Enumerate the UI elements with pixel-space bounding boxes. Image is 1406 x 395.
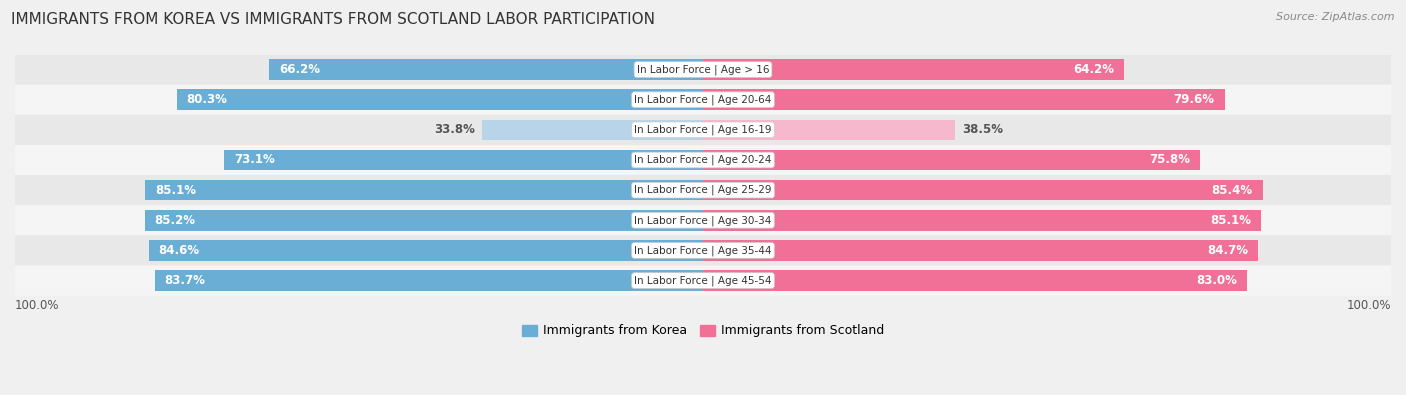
Text: 64.2%: 64.2% <box>1073 63 1114 76</box>
Bar <box>224 150 703 170</box>
Bar <box>155 270 703 291</box>
Text: In Labor Force | Age > 16: In Labor Force | Age > 16 <box>637 64 769 75</box>
Text: 33.8%: 33.8% <box>434 123 475 136</box>
Legend: Immigrants from Korea, Immigrants from Scotland: Immigrants from Korea, Immigrants from S… <box>517 320 889 342</box>
Bar <box>703 89 1225 110</box>
Text: 66.2%: 66.2% <box>278 63 321 76</box>
Text: IMMIGRANTS FROM KOREA VS IMMIGRANTS FROM SCOTLAND LABOR PARTICIPATION: IMMIGRANTS FROM KOREA VS IMMIGRANTS FROM… <box>11 12 655 27</box>
Text: 83.0%: 83.0% <box>1197 274 1237 287</box>
Bar <box>145 210 703 231</box>
Text: In Labor Force | Age 25-29: In Labor Force | Age 25-29 <box>634 185 772 196</box>
Text: 100.0%: 100.0% <box>1347 299 1391 312</box>
Bar <box>703 59 1123 80</box>
Text: 100.0%: 100.0% <box>15 299 59 312</box>
Bar <box>269 59 703 80</box>
Bar <box>703 150 1199 170</box>
Text: In Labor Force | Age 45-54: In Labor Force | Age 45-54 <box>634 275 772 286</box>
Text: In Labor Force | Age 35-44: In Labor Force | Age 35-44 <box>634 245 772 256</box>
Text: 75.8%: 75.8% <box>1149 154 1189 167</box>
Text: 85.4%: 85.4% <box>1212 184 1253 197</box>
Bar <box>149 240 703 261</box>
Text: In Labor Force | Age 20-64: In Labor Force | Age 20-64 <box>634 94 772 105</box>
FancyBboxPatch shape <box>15 85 1391 115</box>
Text: In Labor Force | Age 20-24: In Labor Force | Age 20-24 <box>634 155 772 165</box>
Text: 84.6%: 84.6% <box>159 244 200 257</box>
Text: 83.7%: 83.7% <box>165 274 205 287</box>
Text: 79.6%: 79.6% <box>1174 93 1215 106</box>
FancyBboxPatch shape <box>15 115 1391 145</box>
Text: 85.1%: 85.1% <box>1209 214 1251 227</box>
Bar <box>177 89 703 110</box>
Text: 73.1%: 73.1% <box>233 154 274 167</box>
Bar <box>481 120 703 140</box>
Text: 84.7%: 84.7% <box>1208 244 1249 257</box>
Text: In Labor Force | Age 16-19: In Labor Force | Age 16-19 <box>634 124 772 135</box>
Text: 85.1%: 85.1% <box>155 184 197 197</box>
Bar <box>703 180 1263 200</box>
Bar <box>703 120 955 140</box>
Bar <box>145 180 703 200</box>
Bar <box>703 240 1258 261</box>
Text: In Labor Force | Age 30-34: In Labor Force | Age 30-34 <box>634 215 772 226</box>
FancyBboxPatch shape <box>15 265 1391 295</box>
Bar <box>703 270 1247 291</box>
Bar <box>703 210 1261 231</box>
Text: 38.5%: 38.5% <box>962 123 1002 136</box>
FancyBboxPatch shape <box>15 205 1391 235</box>
FancyBboxPatch shape <box>15 145 1391 175</box>
FancyBboxPatch shape <box>15 55 1391 85</box>
Text: Source: ZipAtlas.com: Source: ZipAtlas.com <box>1277 12 1395 22</box>
FancyBboxPatch shape <box>15 175 1391 205</box>
Text: 80.3%: 80.3% <box>187 93 228 106</box>
Text: 85.2%: 85.2% <box>155 214 195 227</box>
FancyBboxPatch shape <box>15 235 1391 265</box>
